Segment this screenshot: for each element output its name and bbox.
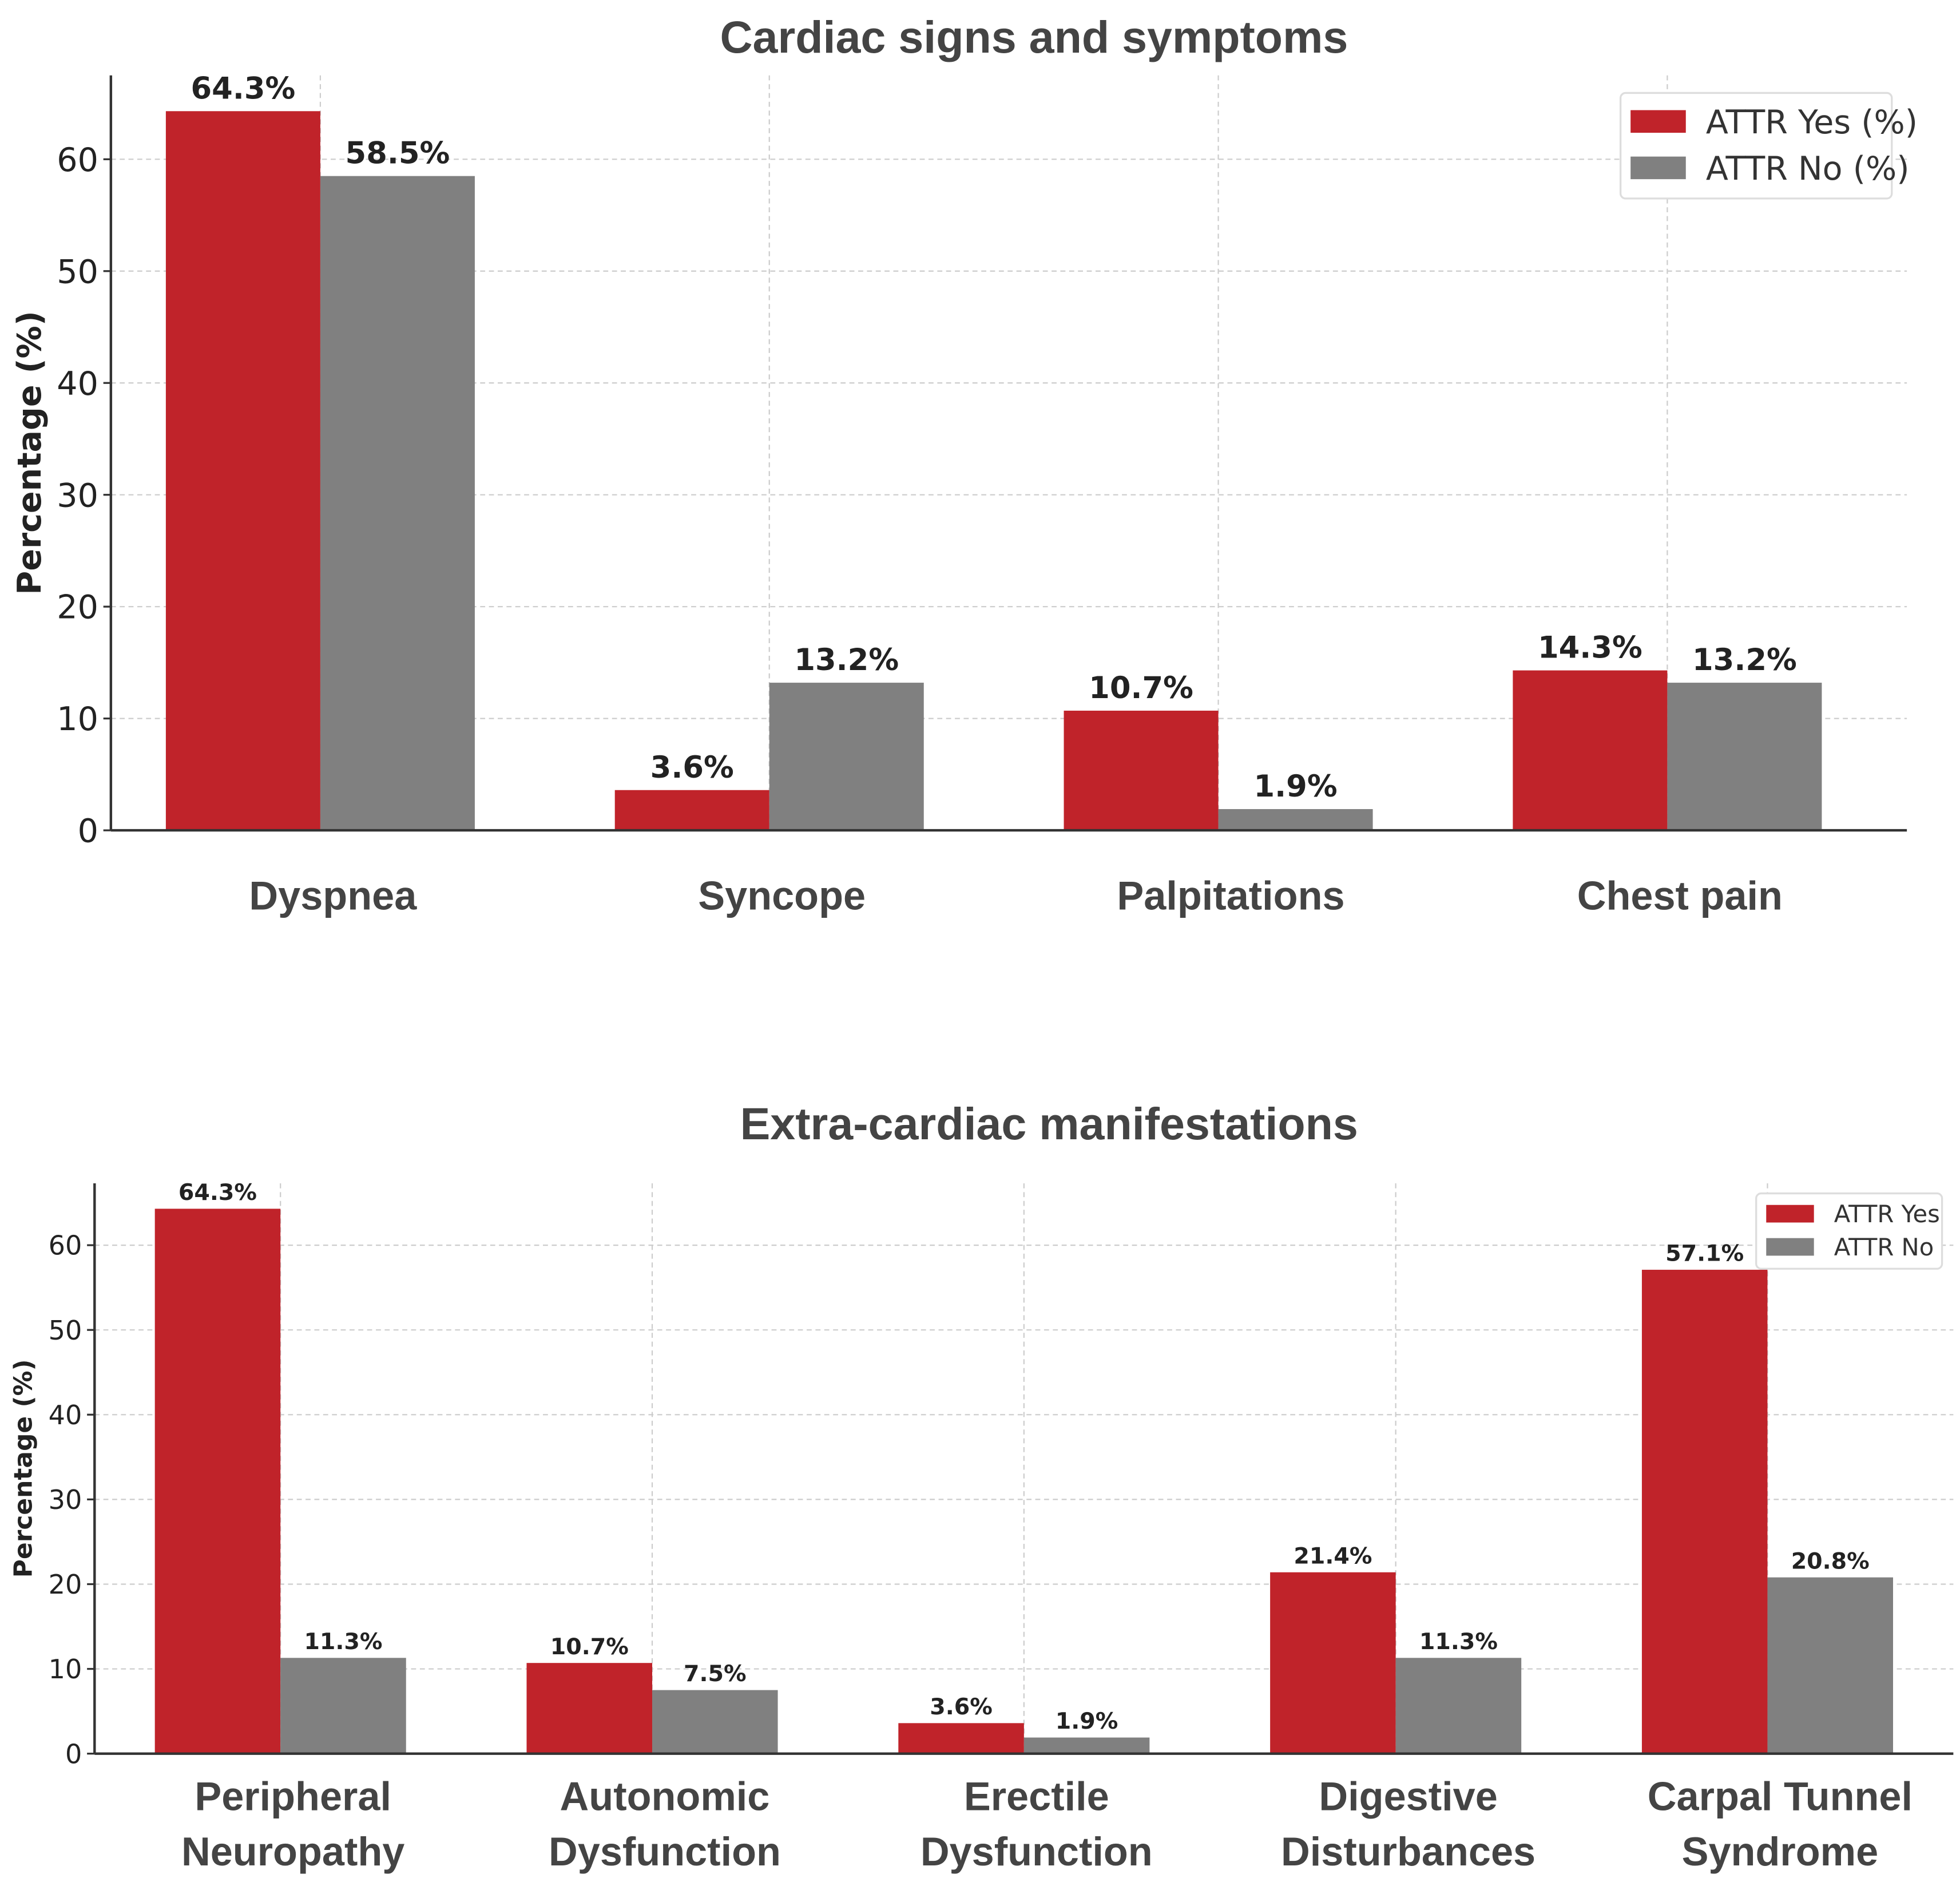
bar-attr-yes	[898, 1723, 1024, 1754]
bar-attr-no	[1767, 1577, 1893, 1754]
bar-attr-yes	[1064, 710, 1219, 831]
data-label: 20.8%	[1791, 1548, 1870, 1574]
x-category-label: Chest pain	[1577, 873, 1783, 918]
bar-attr-no	[1023, 1737, 1150, 1754]
x-category-label: Dysfunction	[921, 1829, 1153, 1874]
x-category-label: Palpitations	[1117, 873, 1344, 918]
legend: ATTR Yes (%) ATTR No (%)	[1619, 92, 1918, 200]
data-label: 58.5%	[346, 136, 450, 171]
y-tick-label: 30	[49, 1484, 82, 1515]
bar-attr-no	[320, 176, 475, 831]
data-label: 13.2%	[1692, 643, 1797, 677]
legend-label: ATTR Yes	[1834, 1200, 1940, 1228]
legend-label: ATTR Yes (%)	[1706, 104, 1918, 141]
bar-attr-no	[1218, 809, 1373, 831]
y-tick-label: 0	[78, 813, 98, 850]
data-label: 64.3%	[178, 1179, 257, 1206]
bar-attr-yes	[1513, 670, 1668, 831]
bar-attr-yes	[165, 111, 320, 831]
data-label: 14.3%	[1538, 631, 1642, 665]
data-label: 21.4%	[1294, 1543, 1372, 1569]
data-label: 7.5%	[684, 1661, 747, 1687]
bar-attr-yes	[1270, 1572, 1396, 1754]
legend-box	[1619, 92, 1893, 200]
x-category-label: Erectile	[964, 1773, 1109, 1818]
chart-title: Cardiac signs and symptoms	[720, 11, 1348, 62]
y-axis-label: Percentage (%)	[11, 311, 49, 595]
y-tick-label: 40	[49, 1400, 82, 1431]
y-tick-label: 10	[49, 1654, 82, 1685]
bar-attr-no	[1667, 683, 1822, 831]
y-tick-label: 60	[57, 141, 98, 179]
x-category-label: Digestive	[1319, 1773, 1497, 1818]
data-label: 1.9%	[1254, 769, 1338, 804]
bar-attr-yes	[1641, 1270, 1768, 1754]
legend-swatch	[1766, 1238, 1814, 1256]
x-category-label: Disturbances	[1281, 1829, 1536, 1874]
chart-title: Extra-cardiac manifestations	[740, 1098, 1358, 1149]
x-category-label: Carpal Tunnel	[1648, 1773, 1913, 1818]
bar-attr-yes	[614, 790, 769, 831]
y-tick-label: 10	[57, 700, 98, 738]
x-category-label: Dysfunction	[549, 1829, 781, 1874]
x-category-label: Peripheral	[195, 1773, 391, 1818]
bar-attr-yes	[154, 1209, 281, 1754]
bar-attr-yes	[526, 1663, 653, 1754]
chart-1: Cardiac signs and symptoms 0 10 20 30 40 50 60 6…	[11, 11, 1918, 918]
data-label: 1.9%	[1056, 1708, 1118, 1734]
chart-2: Extra-cardiac manifestations 0 10 20 30 40 50 6…	[9, 1098, 1954, 1874]
y-tick-label: 0	[65, 1738, 82, 1769]
legend-swatch	[1630, 110, 1686, 133]
legend: ATTR Yes ATTR No	[1755, 1192, 1943, 1270]
y-tick-label: 50	[57, 253, 98, 291]
legend-swatch	[1766, 1205, 1814, 1223]
y-tick-label: 20	[49, 1569, 82, 1600]
data-label: 57.1%	[1665, 1241, 1744, 1267]
y-tick-label: 30	[57, 477, 98, 514]
x-category-label: Neuropathy	[181, 1829, 404, 1874]
bar-attr-no	[280, 1658, 406, 1754]
y-tick-label: 60	[49, 1230, 82, 1261]
data-label: 64.3%	[191, 71, 296, 106]
legend-swatch	[1630, 156, 1686, 180]
data-label: 11.3%	[304, 1629, 382, 1655]
y-tick-label: 50	[49, 1315, 82, 1346]
x-category-label: Syndrome	[1682, 1829, 1879, 1874]
data-label: 10.7%	[550, 1634, 629, 1660]
legend-label: ATTR No (%)	[1706, 150, 1910, 188]
bar-attr-no	[1395, 1658, 1522, 1754]
bar-attr-no	[769, 683, 924, 831]
y-axis-label: Percentage (%)	[9, 1359, 38, 1578]
x-category-label: Dyspnea	[249, 873, 417, 918]
data-label: 3.6%	[650, 750, 734, 785]
bar-attr-no	[652, 1690, 778, 1754]
y-tick-label: 40	[57, 365, 98, 403]
data-label: 10.7%	[1089, 671, 1193, 706]
data-label: 11.3%	[1419, 1629, 1498, 1655]
x-category-label: Autonomic	[560, 1773, 770, 1818]
y-tick-label: 20	[57, 589, 98, 627]
data-label: 13.2%	[794, 643, 899, 677]
x-category-label: Syncope	[698, 873, 866, 918]
data-label: 3.6%	[930, 1694, 993, 1720]
legend-label: ATTR No	[1834, 1233, 1934, 1261]
